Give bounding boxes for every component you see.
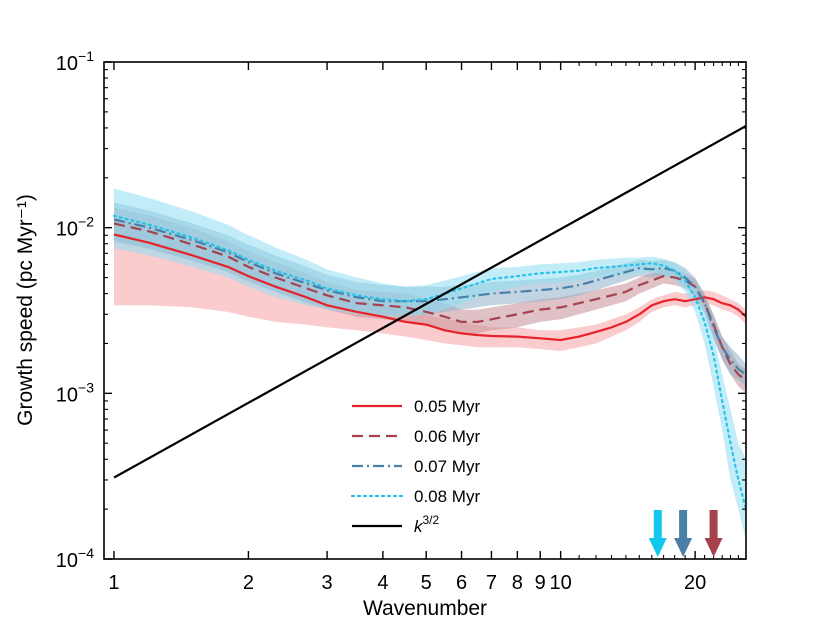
legend-label-4: 0.08 Myr <box>414 487 480 506</box>
series-lines <box>112 125 746 511</box>
uncertainty-bands <box>114 188 746 541</box>
x-tick-label-1: 1 <box>108 572 119 594</box>
x-tick-label-10: 10 <box>550 572 572 594</box>
legend-label-base: k <box>414 517 424 536</box>
y-tick-label-2: 10−3 <box>56 379 94 406</box>
x-tick-label-3: 3 <box>322 572 333 594</box>
y-tick-label-1: 10−4 <box>56 545 94 572</box>
legend-label-3: 0.07 Myr <box>414 457 480 476</box>
y-tick-label-4: 10−1 <box>56 48 94 75</box>
legend-label-1: 0.05 Myr <box>414 397 480 416</box>
arrow-down-icon-1 <box>648 510 667 557</box>
x-axis-label: Wavenumber <box>363 597 487 620</box>
x-tick-label-7: 7 <box>486 572 497 594</box>
plot-frame <box>103 61 747 560</box>
y-tick-base: 10 <box>56 550 78 572</box>
x-tick-label-8: 8 <box>512 572 523 594</box>
x-tick-label-9: 9 <box>535 572 546 594</box>
legend-label-2: 0.06 Myr <box>414 427 480 446</box>
arrow-down-icon-3 <box>704 510 723 557</box>
scale-arrows <box>648 510 723 557</box>
line-series-4 <box>112 214 746 511</box>
line-series-3 <box>113 218 746 376</box>
line-series-1 <box>113 233 746 342</box>
line-series-5 <box>113 125 746 479</box>
line-series-2 <box>113 222 746 382</box>
y-axis-label: Growth speed (pc Myr⁻¹) <box>14 194 37 426</box>
x-tick-label-4: 4 <box>377 572 388 594</box>
x-tick-label-2: 2 <box>243 572 254 594</box>
legend: 0.05 Myr 0.06 Myr 0.07 Myr 0.08 Myr k3/2 <box>350 397 480 536</box>
x-tick-label-6: 6 <box>456 572 467 594</box>
y-tick-base: 10 <box>56 384 78 406</box>
band-series-1 <box>114 217 746 351</box>
y-tick-label-3: 10−2 <box>56 214 94 241</box>
x-tick-label-5: 5 <box>421 572 432 594</box>
x-tick-label-11: 20 <box>684 572 706 594</box>
legend-label-5: k3/2 <box>414 513 440 536</box>
y-tick-exponent: −4 <box>78 545 94 561</box>
y-tick-exponent: −1 <box>78 48 94 64</box>
legend-label-exponent: 3/2 <box>423 513 440 527</box>
y-tick-exponent: −2 <box>78 214 94 230</box>
y-tick-base: 10 <box>56 219 78 241</box>
y-tick-exponent: −3 <box>78 379 94 395</box>
arrow-down-icon-2 <box>674 510 693 557</box>
y-tick-base: 10 <box>56 53 78 75</box>
band-series-4 <box>114 188 746 541</box>
